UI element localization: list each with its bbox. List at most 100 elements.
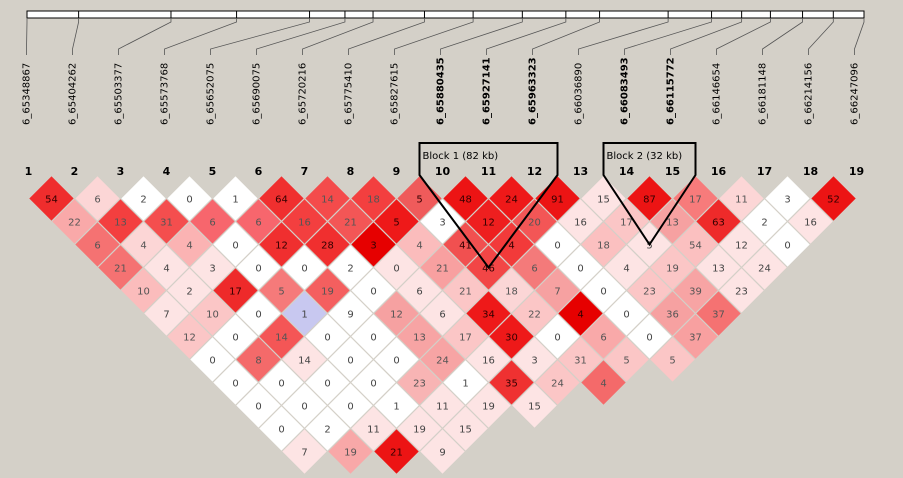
ld-value: 0 [646,333,652,344]
ld-value: 3 [439,218,445,229]
ld-value: 0 [370,379,376,390]
ld-value: 48 [459,195,472,206]
ld-value: 39 [689,287,702,298]
ld-value: 14 [298,356,311,367]
ld-value: 23 [413,379,426,390]
haplotype-block-label: Block 2 (32 kb) [607,151,683,162]
ld-value: 0 [623,310,629,321]
ld-value: 8 [255,356,261,367]
ld-value: 18 [505,287,518,298]
ld-value: 3 [370,241,376,252]
snp-name: 6_66181148 [758,63,769,125]
ld-value: 24 [436,356,449,367]
snp-name: 6_65690075 [252,63,263,125]
scale-ticks [26,11,865,18]
ld-value: 3 [209,264,215,275]
ld-value: 21 [344,218,357,229]
snp-index: 17 [757,165,772,178]
ld-value: 11 [367,425,380,436]
ld-value: 17 [459,333,472,344]
snp-connector [26,18,28,55]
ld-value: 16 [574,218,587,229]
snp-name: 6_65963323 [528,57,539,125]
ld-value: 6 [209,218,215,229]
snp-connector [164,18,237,55]
snp-name: 6_66083493 [620,57,631,125]
ld-cell [326,427,375,476]
haplotype-block-outline [602,142,697,247]
ld-value: 14 [275,333,288,344]
snp-name: 6_66146654 [712,63,723,125]
ld-cell [510,381,559,430]
ld-value: 13 [712,264,725,275]
ld-value: 0 [324,379,330,390]
ld-value: 0 [186,195,192,206]
ld-value: 15 [459,425,472,436]
ld-value: 0 [278,379,284,390]
ld-value: 19 [413,425,426,436]
ld-value: 1 [393,402,399,413]
ld-value: 52 [827,195,840,206]
snp-name: 6_65573768 [160,63,171,125]
snp-index: 14 [619,165,635,178]
snp-names: 6_65348867 6_65404262 6_65503377 6_65573768… [22,57,861,125]
snp-name: 6_65927141 [482,57,493,125]
snp-connector [578,18,669,55]
ld-value: 0 [370,333,376,344]
snp-name: 6_65827615 [390,63,401,125]
ld-cell [372,427,421,476]
ld-value: 4 [163,264,169,275]
ld-value: 6 [600,333,606,344]
ld-value: 0 [209,356,215,367]
ld-value: 12 [183,333,196,344]
ld-value: 12 [275,241,288,252]
snp-name: 6_66036890 [574,63,585,125]
ld-value: 0 [301,264,307,275]
ld-value: 21 [114,264,127,275]
ld-value: 6 [416,287,422,298]
ld-cell [579,358,628,407]
snp-name: 6_66214156 [804,63,815,125]
snp-indices: 1 2 3 4 5 6 7 8 9 10 11 12 13 14 15 16 17 18 19 [25,165,864,178]
snp-index: 18 [803,165,818,178]
ld-value: 31 [160,218,173,229]
ld-value: 7 [554,287,560,298]
ld-value: 3 [531,356,537,367]
snp-connector [808,18,834,55]
ld-value: 22 [68,218,81,229]
ld-value: 0 [324,333,330,344]
snp-index: 9 [393,165,401,178]
ld-value: 35 [505,379,518,390]
snp-connector [440,18,523,55]
ld-value: 17 [229,287,242,298]
snp-index: 4 [163,165,171,178]
ld-value: 16 [804,218,817,229]
ld-value: 30 [505,333,518,344]
ld-value: 19 [666,264,679,275]
ld-value: 0 [370,287,376,298]
chromosome-scale-bar [26,10,865,19]
snp-name: 6_65720216 [298,63,309,125]
ld-value: 0 [600,287,606,298]
snp-connector [486,18,567,55]
snp-index: 1 [25,165,33,178]
snp-name: 6_65503377 [114,63,125,125]
ld-value: 64 [275,195,288,206]
connector-lines [26,18,865,55]
ld-value: 15 [597,195,610,206]
ld-value: 16 [298,218,311,229]
ld-value: 5 [393,218,399,229]
snp-name: 6_65404262 [68,63,79,125]
ld-value: 7 [163,310,169,321]
ld-value: 16 [482,356,495,367]
snp-index: 3 [117,165,125,178]
snp-index: 15 [665,165,680,178]
ld-value: 24 [551,379,564,390]
ld-value: 23 [735,287,748,298]
ld-value: 5 [416,195,422,206]
ld-value: 2 [186,287,192,298]
ld-value: 54 [45,195,58,206]
ld-value: 18 [597,241,610,252]
ld-value: 15 [528,402,541,413]
ld-value: 17 [620,218,633,229]
